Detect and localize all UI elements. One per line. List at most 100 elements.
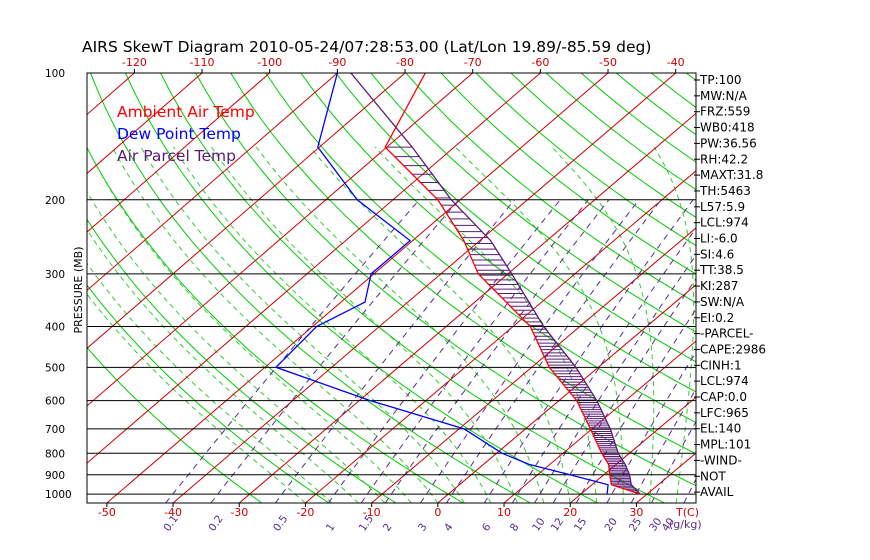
pressure-tick-label: 400 xyxy=(45,322,65,334)
bottom-tick-label: -50 xyxy=(98,506,116,519)
dry-adiabat xyxy=(265,73,696,424)
bottom-tick-label: 0 xyxy=(434,506,441,519)
top-tick-label: -90 xyxy=(328,56,346,69)
stats-line: RH:42.2 xyxy=(700,152,748,166)
stats-line: LFC:965 xyxy=(700,406,749,420)
isotherm xyxy=(106,73,609,503)
dry-adiabat xyxy=(405,73,696,304)
dewpoint-temp-line xyxy=(274,73,609,495)
dry-adiabat xyxy=(195,73,696,487)
dry-adiabat xyxy=(87,346,263,503)
dry-adiabat xyxy=(791,73,870,503)
legend-entry: Air Parcel Temp xyxy=(117,147,236,165)
mixing-ratio-line xyxy=(511,227,696,503)
stats-line: WB0:418 xyxy=(700,121,755,135)
dry-adiabat xyxy=(862,73,870,503)
stats-line: TH:5463 xyxy=(699,184,751,198)
dry-adiabat xyxy=(440,73,696,275)
mixing-ratio-label: 4 xyxy=(442,521,456,534)
stats-line: SI:4.6 xyxy=(700,247,734,261)
stats-line: LCL:974 xyxy=(700,374,749,388)
stats-line: CAPE:2986 xyxy=(700,342,766,356)
stats-line: -PARCEL- xyxy=(700,327,754,341)
mixing-ratio-line xyxy=(210,199,460,503)
isotherm xyxy=(0,73,67,503)
stats-line: LI:-6.0 xyxy=(700,232,738,246)
mixing-ratio-label: 6 xyxy=(480,521,494,534)
pressure-tick-label: 100 xyxy=(45,68,65,80)
stats-line: TP:100 xyxy=(699,73,742,87)
mixing-ratio-line xyxy=(419,199,640,503)
dry-adiabat xyxy=(335,73,696,363)
isotherm xyxy=(569,396,696,503)
dry-adiabat xyxy=(300,73,696,393)
legend-entry: Ambient Air Temp xyxy=(117,103,255,121)
mixing-ratio-line xyxy=(274,199,515,503)
isotherm xyxy=(503,340,696,503)
top-tick-label: -100 xyxy=(257,56,282,69)
moist-adiabat xyxy=(87,262,333,503)
pressure-tick-label: 500 xyxy=(45,362,65,374)
stats-line: L57:5.9 xyxy=(700,200,745,214)
stats-line: NOT xyxy=(700,469,726,483)
top-tick-label: -120 xyxy=(122,56,147,69)
bottom-tick-label: -30 xyxy=(230,506,248,519)
moist-adiabat xyxy=(111,146,439,503)
stats-line: MPL:101 xyxy=(700,438,751,452)
dry-adiabat xyxy=(87,284,330,503)
pressure-tick-label: 600 xyxy=(45,396,65,408)
moist-adiabat xyxy=(173,146,492,503)
chart-title: AIRS SkewT Diagram 2010-05-24/07:28:53.0… xyxy=(82,38,651,56)
top-tick-label: -50 xyxy=(599,56,617,69)
mixing-ratio-label: 2 xyxy=(381,521,395,533)
dry-adiabat xyxy=(125,73,598,503)
bottom-tick-label: -10 xyxy=(363,506,381,519)
ambient-temp-line xyxy=(384,73,641,495)
mixing-ratio-line xyxy=(165,199,420,503)
legend: Ambient Air Temp Dew Point Temp Air Parcel… xyxy=(117,103,255,165)
sounding-series xyxy=(274,73,641,495)
isotherm xyxy=(87,73,203,175)
mixing-ratio-label: 20 xyxy=(603,516,621,534)
dry-adiabat xyxy=(756,73,870,503)
isotherm xyxy=(371,227,696,503)
moist-adiabats xyxy=(87,146,695,503)
pressure-tick-label: 700 xyxy=(45,424,65,436)
plot-frame xyxy=(86,72,697,504)
stats-line: EI:0.2 xyxy=(700,311,734,325)
stats-line: FRZ:559 xyxy=(700,105,750,119)
top-tick-label: -110 xyxy=(190,56,215,69)
stats-line: SW:N/A xyxy=(700,295,745,309)
isotherm xyxy=(87,73,406,349)
pressure-tick-label: 300 xyxy=(45,269,65,281)
pressure-tick-label: 800 xyxy=(45,448,65,460)
stats-line: MAXT:31.8 xyxy=(700,168,763,182)
bottom-tick-label: -40 xyxy=(164,506,182,519)
top-tick-label: -60 xyxy=(531,56,549,69)
isotherm xyxy=(437,284,696,503)
dry-adiabat xyxy=(370,73,696,333)
isotherm xyxy=(172,73,677,503)
dry-adiabat xyxy=(827,73,870,503)
pressure-tick-label: 200 xyxy=(45,195,65,207)
stats-line: MW:N/A xyxy=(700,89,748,103)
isotherm xyxy=(87,73,135,116)
mixing-ratio-line xyxy=(534,254,696,503)
dry-adiabat xyxy=(87,146,464,503)
bottom-unit-label: T(C) xyxy=(675,506,699,519)
mixing-ratio-line xyxy=(483,199,694,503)
pressure-tick-label: 1000 xyxy=(45,489,72,501)
isotherm xyxy=(87,73,271,233)
stats-line: CINH:1 xyxy=(700,358,742,372)
top-tick-label: -80 xyxy=(396,56,414,69)
isotherm xyxy=(238,112,696,503)
bottom-tick-label: 10 xyxy=(497,506,511,519)
isotherm xyxy=(305,170,696,503)
mixing-ratio-label: 3 xyxy=(416,521,430,533)
mixing-ratio-line xyxy=(445,199,662,503)
mixing-ratio-line xyxy=(575,308,696,503)
stats-line: CAP:0.0 xyxy=(700,390,747,404)
mixing-ratio-line xyxy=(384,199,610,503)
mixing-ratio-label: 8 xyxy=(508,521,522,533)
